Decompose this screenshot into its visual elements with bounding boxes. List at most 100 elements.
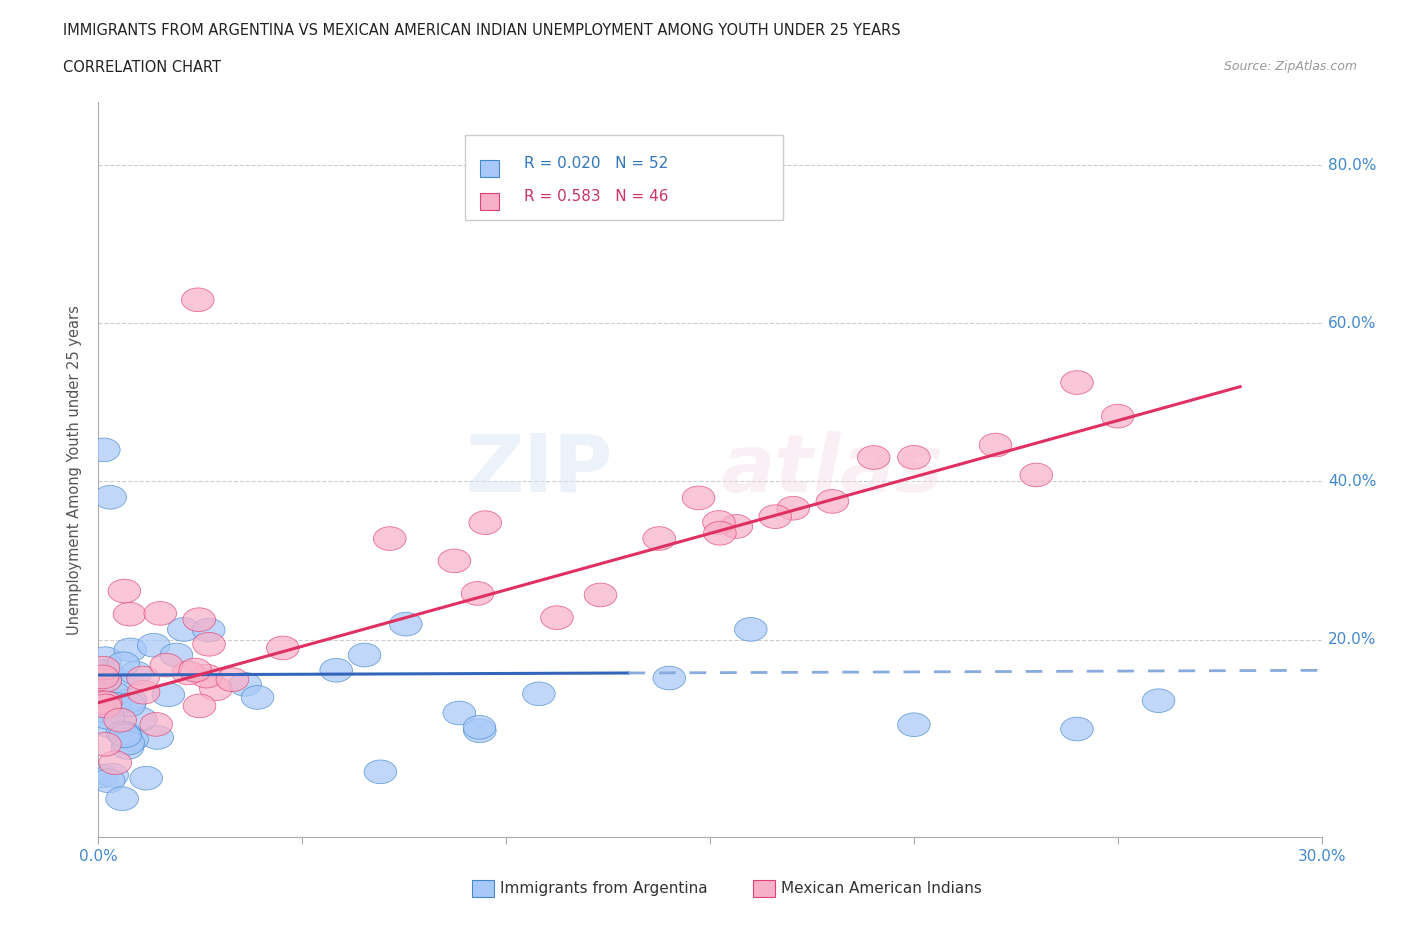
Ellipse shape <box>364 760 396 784</box>
Ellipse shape <box>96 764 128 787</box>
Ellipse shape <box>720 514 752 538</box>
Text: IMMIGRANTS FROM ARGENTINA VS MEXICAN AMERICAN INDIAN UNEMPLOYMENT AMONG YOUTH UN: IMMIGRANTS FROM ARGENTINA VS MEXICAN AME… <box>63 23 901 38</box>
Ellipse shape <box>541 605 574 630</box>
Ellipse shape <box>104 709 136 732</box>
Ellipse shape <box>125 708 157 731</box>
Ellipse shape <box>374 526 406 551</box>
Ellipse shape <box>682 486 714 510</box>
Ellipse shape <box>1142 689 1175 712</box>
Ellipse shape <box>349 644 381 667</box>
Ellipse shape <box>190 664 222 688</box>
Ellipse shape <box>114 603 146 626</box>
Text: 20.0%: 20.0% <box>1327 632 1376 647</box>
Ellipse shape <box>107 652 139 675</box>
Ellipse shape <box>138 633 170 658</box>
Ellipse shape <box>128 681 160 704</box>
Ellipse shape <box>160 644 193 667</box>
Ellipse shape <box>778 497 810 520</box>
Ellipse shape <box>84 764 118 788</box>
Ellipse shape <box>90 699 122 723</box>
Ellipse shape <box>139 712 173 737</box>
Ellipse shape <box>89 669 121 693</box>
Ellipse shape <box>319 658 353 682</box>
Ellipse shape <box>523 682 555 706</box>
Text: 40.0%: 40.0% <box>1327 474 1376 489</box>
Ellipse shape <box>193 632 225 657</box>
Ellipse shape <box>897 445 931 469</box>
Ellipse shape <box>461 581 494 605</box>
Ellipse shape <box>89 694 122 718</box>
Ellipse shape <box>103 670 135 693</box>
Ellipse shape <box>150 653 183 677</box>
Ellipse shape <box>93 713 125 737</box>
Text: CORRELATION CHART: CORRELATION CHART <box>63 60 221 75</box>
Ellipse shape <box>179 658 211 682</box>
Ellipse shape <box>652 666 686 690</box>
Ellipse shape <box>759 505 792 528</box>
FancyBboxPatch shape <box>479 160 499 177</box>
Ellipse shape <box>127 666 159 690</box>
Text: ZIP: ZIP <box>465 431 612 509</box>
Ellipse shape <box>89 646 122 671</box>
Ellipse shape <box>463 715 496 739</box>
Text: 80.0%: 80.0% <box>1327 158 1376 173</box>
Ellipse shape <box>229 672 262 697</box>
FancyBboxPatch shape <box>471 880 494 897</box>
Ellipse shape <box>897 713 931 737</box>
Ellipse shape <box>94 485 127 509</box>
Ellipse shape <box>105 787 138 811</box>
Ellipse shape <box>267 636 299 659</box>
Ellipse shape <box>172 661 205 684</box>
Text: 60.0%: 60.0% <box>1327 316 1376 331</box>
Ellipse shape <box>86 698 118 722</box>
Ellipse shape <box>1101 405 1135 428</box>
Ellipse shape <box>167 618 200 642</box>
Ellipse shape <box>1019 463 1053 486</box>
Ellipse shape <box>470 511 502 535</box>
Text: R = 0.583   N = 46: R = 0.583 N = 46 <box>524 189 669 204</box>
Ellipse shape <box>183 608 215 631</box>
Ellipse shape <box>83 690 115 714</box>
Ellipse shape <box>815 489 849 513</box>
Ellipse shape <box>98 693 131 716</box>
Ellipse shape <box>93 769 125 792</box>
Ellipse shape <box>114 689 146 712</box>
Ellipse shape <box>583 583 617 606</box>
Text: R = 0.020   N = 52: R = 0.020 N = 52 <box>524 156 668 171</box>
Ellipse shape <box>439 549 471 573</box>
Ellipse shape <box>108 724 142 748</box>
Ellipse shape <box>181 288 214 312</box>
Ellipse shape <box>84 692 117 715</box>
FancyBboxPatch shape <box>465 136 783 219</box>
Ellipse shape <box>193 618 225 642</box>
Ellipse shape <box>979 433 1012 457</box>
Ellipse shape <box>115 727 149 751</box>
Text: atlas: atlas <box>721 431 943 509</box>
Ellipse shape <box>105 722 139 745</box>
Ellipse shape <box>703 522 737 545</box>
Ellipse shape <box>89 661 121 684</box>
Ellipse shape <box>443 701 475 724</box>
Ellipse shape <box>112 731 145 755</box>
Ellipse shape <box>464 719 496 743</box>
Ellipse shape <box>89 668 121 691</box>
Ellipse shape <box>87 657 120 680</box>
Ellipse shape <box>98 751 132 775</box>
Ellipse shape <box>1060 371 1094 394</box>
Ellipse shape <box>108 722 141 745</box>
Y-axis label: Unemployment Among Youth under 25 years: Unemployment Among Youth under 25 years <box>67 305 83 634</box>
Ellipse shape <box>242 685 274 710</box>
Ellipse shape <box>86 665 120 689</box>
Ellipse shape <box>114 638 146 662</box>
Ellipse shape <box>183 694 215 718</box>
FancyBboxPatch shape <box>752 880 775 897</box>
Ellipse shape <box>858 445 890 470</box>
Ellipse shape <box>89 733 121 756</box>
Ellipse shape <box>217 668 249 692</box>
Ellipse shape <box>643 526 675 551</box>
Ellipse shape <box>734 618 768 642</box>
Ellipse shape <box>389 612 422 636</box>
Ellipse shape <box>200 677 232 700</box>
Ellipse shape <box>111 736 143 760</box>
Ellipse shape <box>112 693 145 717</box>
